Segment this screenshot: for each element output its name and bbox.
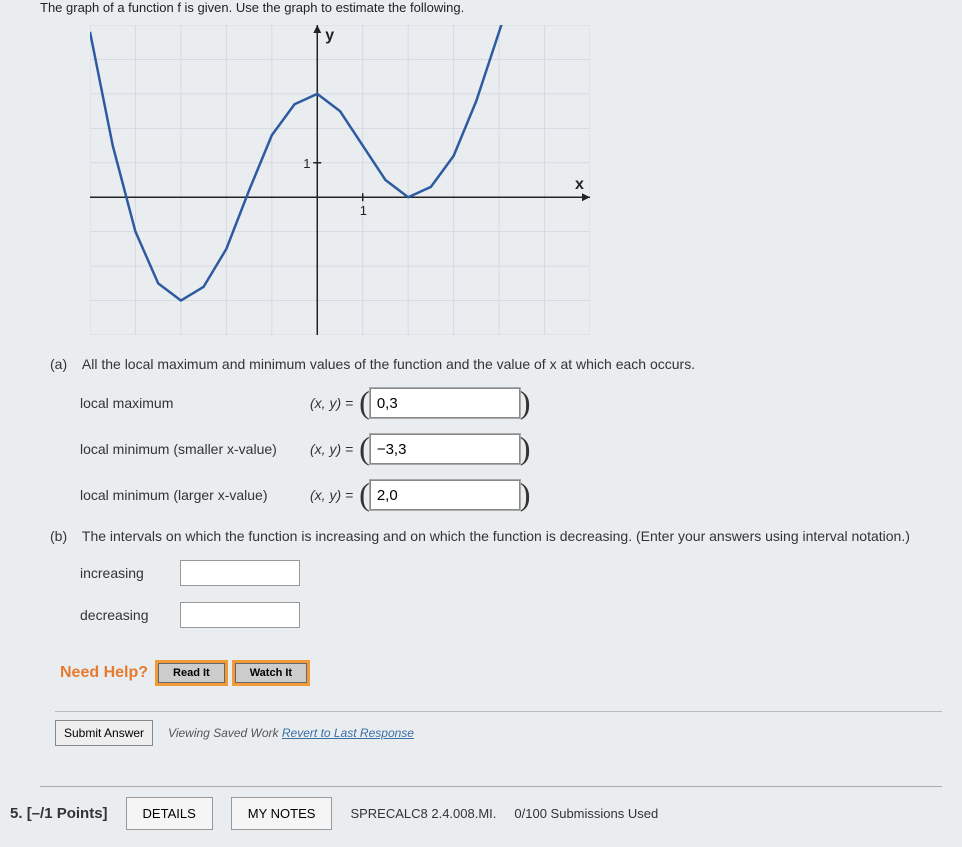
left-paren: ( <box>359 436 370 462</box>
need-help-bar: Need Help? Read It Watch It <box>60 663 942 683</box>
points-label: [–/1 Points] <box>27 805 108 822</box>
xy-equals: (x, y) = <box>310 487 353 503</box>
part-b-text: The intervals on which the function is i… <box>82 528 934 544</box>
svg-text:1: 1 <box>360 203 367 218</box>
answer-input-a1[interactable] <box>370 434 520 464</box>
question-num-label: 5. <box>10 805 23 822</box>
part-a: (a) All the local maximum and minimum va… <box>50 356 942 510</box>
part-b-row: decreasing <box>80 602 942 628</box>
xy-equals: (x, y) = <box>310 395 353 411</box>
viewing-saved-work: Viewing Saved Work Revert to Last Respon… <box>168 726 414 740</box>
svg-text:x: x <box>575 176 584 193</box>
part-b-label: (b) <box>50 528 78 544</box>
part-a-row: local maximum(x, y) = () <box>80 388 942 418</box>
part-a-row: local minimum (smaller x-value)(x, y) = (… <box>80 434 942 464</box>
answer-input-b1[interactable] <box>180 602 300 628</box>
submit-answer-button[interactable]: Submit Answer <box>55 720 153 746</box>
row-label: decreasing <box>80 607 180 623</box>
xy-equals: (x, y) = <box>310 441 353 457</box>
part-a-text: All the local maximum and minimum values… <box>82 356 934 372</box>
submit-row: Submit Answer Viewing Saved Work Revert … <box>55 711 942 746</box>
svg-text:y: y <box>325 27 334 44</box>
part-a-row: local minimum (larger x-value)(x, y) = () <box>80 480 942 510</box>
read-it-button[interactable]: Read It <box>158 663 225 683</box>
revert-link[interactable]: Revert to Last Response <box>282 726 414 740</box>
right-paren: ) <box>520 436 531 462</box>
row-label: increasing <box>80 565 180 581</box>
submissions-used: 0/100 Submissions Used <box>514 806 658 821</box>
question-prompt: The graph of a function f is given. Use … <box>40 0 942 15</box>
need-help-label: Need Help? <box>60 664 148 682</box>
answer-input-b0[interactable] <box>180 560 300 586</box>
graph-container: yx11 i <box>90 25 942 338</box>
next-question-bar: 5. [–/1 Points] DETAILS MY NOTES SPRECAL… <box>40 786 942 830</box>
watch-it-button[interactable]: Watch It <box>235 663 307 683</box>
assignment-code: SPRECALC8 2.4.008.MI. <box>350 806 496 821</box>
right-paren: ) <box>520 390 531 416</box>
question-number: 5. [–/1 Points] <box>10 805 108 822</box>
left-paren: ( <box>359 482 370 508</box>
svg-text:1: 1 <box>303 156 310 171</box>
my-notes-button[interactable]: MY NOTES <box>231 797 333 830</box>
part-a-label: (a) <box>50 356 78 372</box>
answer-input-a2[interactable] <box>370 480 520 510</box>
row-label: local minimum (smaller x-value) <box>80 441 310 457</box>
details-button[interactable]: DETAILS <box>126 797 213 830</box>
part-b: (b) The intervals on which the function … <box>50 528 942 628</box>
answer-input-a0[interactable] <box>370 388 520 418</box>
row-label: local maximum <box>80 395 310 411</box>
left-paren: ( <box>359 390 370 416</box>
right-paren: ) <box>520 482 531 508</box>
viewing-label: Viewing Saved Work <box>168 726 279 740</box>
function-graph: y x 1 1 <box>90 25 590 335</box>
part-b-row: increasing <box>80 560 942 586</box>
row-label: local minimum (larger x-value) <box>80 487 310 503</box>
